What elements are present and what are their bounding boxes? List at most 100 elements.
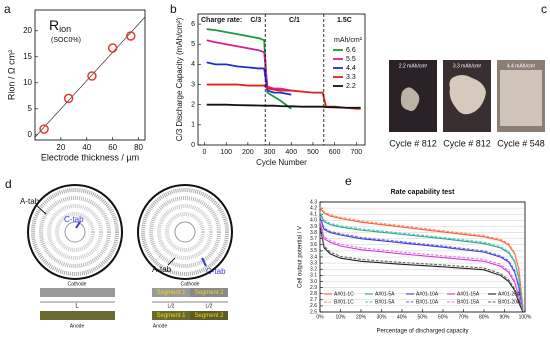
y-tick-label: 3.9 [310, 224, 317, 230]
x-tick-label: 90% [499, 314, 510, 320]
series-line [319, 217, 524, 313]
cell-outline [137, 184, 233, 280]
y-tick-label: 3.2 [310, 267, 317, 273]
winding [149, 196, 221, 268]
length-label: L/2 [206, 303, 213, 309]
photo-caption: Cycle # 548 [497, 138, 545, 148]
leader [167, 257, 176, 266]
winding [31, 188, 119, 276]
y-tick-label: 5 [191, 41, 195, 48]
y-tick-label: 6 [191, 21, 195, 28]
y-tick-label: 2 [191, 102, 195, 109]
core [174, 221, 196, 243]
x-tick-label: 80% [479, 314, 490, 320]
cathode-strip [40, 288, 115, 297]
photo-caption: Cycle # 812 [389, 138, 437, 148]
photo-residue [500, 70, 542, 126]
legend-label: 6.6 [346, 47, 356, 54]
series-line [319, 220, 524, 311]
x-tick-label: 700 [350, 149, 362, 156]
y-tick-label: 10 [23, 78, 32, 87]
x-tick-label: 80 [134, 143, 143, 152]
y-tick-label: 3 [191, 81, 195, 88]
data-point [63, 93, 74, 104]
x-axis-label: Cycle Number [256, 158, 307, 167]
legend-label: A#01-5A [375, 291, 395, 297]
winding [39, 196, 111, 268]
photo-row: 2.2 mAh/cm² 3.3 mAh/cm² 4.4 mAh/cm² Cycl… [389, 60, 545, 148]
y-axis-label: Cell output potential / V [298, 226, 304, 288]
y-tick-label: 5 [28, 104, 33, 113]
y-tick-label: 3.8 [310, 230, 317, 236]
plot-frame [319, 201, 526, 313]
legend-label: B#01-1C [334, 299, 354, 305]
x-tick-label: 70% [458, 314, 469, 320]
plot-frame [34, 9, 146, 141]
jellyroll-left [27, 184, 123, 280]
anode-strip [40, 311, 115, 320]
winding [165, 212, 205, 252]
x-tick-label: 200 [242, 149, 254, 156]
x-tick-label: 100 [220, 149, 232, 156]
x-tick-label: 50% [417, 314, 428, 320]
y-tick-label: 2.9 [310, 285, 317, 291]
tab-label: C-tab [64, 215, 84, 224]
annotation: Rion [49, 17, 71, 35]
winding [47, 204, 103, 260]
panel-label: d [5, 177, 12, 191]
y-tick-label: 2.6 [310, 303, 317, 309]
strip-label: Anode [70, 323, 85, 329]
strip-label: Cathode [68, 281, 87, 287]
legend-label: A#01-15A [457, 291, 480, 297]
photo-sample: 2.2 mAh/cm² [399, 63, 428, 69]
leader [35, 204, 47, 215]
series-line [206, 39, 292, 92]
y-tick-label: 4.2 [310, 205, 317, 211]
jellyroll-right [137, 184, 233, 280]
panel-label: a [4, 2, 11, 16]
series-line [206, 61, 292, 96]
winding [55, 212, 95, 252]
data-point [107, 43, 118, 53]
anode-segment [152, 311, 190, 320]
cell-outline [27, 184, 123, 280]
y-axis-label: C/3 Discharge Capacity (mAh/cm²) [175, 17, 184, 141]
tab-label: A-tab [20, 197, 40, 206]
annotation-part: ion [59, 24, 71, 34]
x-axis-label: Electrode thickness / µm [41, 152, 139, 162]
series-line [319, 206, 524, 306]
x-tick-label: 100% [519, 314, 532, 320]
legend-label: A#01-1C [334, 291, 354, 297]
y-tick-label: 0 [28, 130, 33, 139]
photo-residue [400, 87, 420, 112]
legend-label: 5.5 [346, 56, 356, 63]
x-tick-label: 600 [329, 149, 341, 156]
y-tick-label: 1 [191, 122, 195, 129]
y-tick-label: 0 [191, 142, 195, 149]
y-tick-label: 4 [191, 61, 195, 68]
series-line [319, 207, 524, 309]
series-line [319, 211, 524, 310]
y-tick-label: 20 [23, 26, 32, 35]
y-tick-label: 3.1 [310, 273, 317, 279]
y-tick-label: 3.6 [310, 242, 317, 248]
strips-left: Cathode L Anode [40, 281, 115, 329]
photo-residue [449, 75, 486, 115]
y-tick-label: 3.4 [310, 254, 317, 260]
tab-label: A-tab [152, 265, 172, 274]
legend-title: mAh/cm² [334, 37, 363, 44]
tab-label: C-tab [206, 267, 226, 276]
strip-label: Anode [153, 323, 168, 329]
legend-label: B#01-20A [498, 299, 521, 305]
y-tick-label: 3.3 [310, 260, 317, 266]
x-tick-label: 40 [82, 143, 91, 152]
x-tick-label: 0% [316, 314, 324, 320]
rate-label: Charge rate: [201, 17, 242, 24]
y-tick-label: 15 [23, 52, 32, 61]
tab [75, 221, 81, 229]
y-tick-label: 3.7 [310, 236, 317, 242]
tab [201, 257, 207, 267]
y-tick-label: 2.8 [310, 291, 317, 297]
annotation-note: (SOC0%) [51, 37, 81, 44]
